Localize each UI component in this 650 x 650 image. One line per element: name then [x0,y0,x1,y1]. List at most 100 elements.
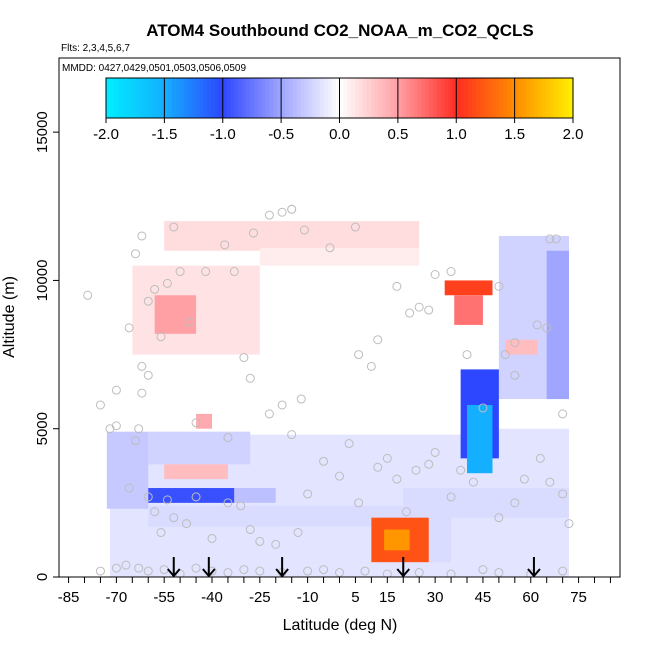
x-tick-label: -10 [297,589,319,606]
sample-point [271,539,281,549]
sample-point [111,563,121,573]
heatmap-cell [106,431,149,509]
colorbar-swatch [273,78,278,118]
sample-point [169,222,179,232]
sample-point [535,453,545,463]
colorbar-swatch [569,78,574,118]
colorbar-swatch [320,78,325,118]
colorbar-swatch [168,78,173,118]
sample-point [162,278,172,288]
sample-point [494,281,504,291]
colorbar-tick-label: -0.5 [268,126,294,143]
arrow-head [527,568,541,578]
arrow-head [202,568,216,578]
colorbar-tick-label: -1.5 [151,126,177,143]
sample-point [468,477,478,487]
sample-point [519,474,529,484]
colorbar-swatch [242,78,247,118]
colorbar-swatch [129,78,134,118]
heatmap-cell [444,280,493,296]
sample-point [373,335,383,345]
colorbar-swatch [362,78,368,118]
sample-point [446,492,456,502]
colorbar-swatch [436,78,442,118]
colorbar-swatch [183,78,189,118]
sample-point [255,566,265,576]
heatmap-cell [164,221,420,251]
sample-point [223,433,233,443]
sample-point [245,525,255,535]
colorbar-swatch [296,78,302,118]
colorbar-swatch [214,78,220,118]
sample-point [303,566,313,576]
sample-point [510,498,520,508]
colorbar-swatch [565,78,570,118]
sample-point [335,471,344,481]
colorbar-swatch [456,78,461,118]
sample-point [500,350,510,360]
colorbar-swatch [534,78,539,118]
y-axis-label: Altitude (m) [1,276,18,358]
sample-point [95,566,105,576]
heatmap-cell [148,431,251,465]
colorbar-swatch [522,78,527,118]
colorbar-swatch [281,78,286,118]
sample-point [264,409,274,419]
heatmap-cell [148,488,235,503]
colorbar-swatch [374,78,380,118]
colorbar-swatch [518,78,524,118]
colorbar-swatch [510,78,516,118]
heatmap-cell [259,247,420,266]
colorbar-swatch [390,78,395,118]
colorbar-tick-label: 0.0 [329,126,350,143]
colorbar-swatch [261,78,267,118]
sample-point [175,267,185,277]
sample-point [478,565,488,575]
colorbar-swatch [382,78,387,118]
colorbar-swatch [487,78,492,118]
colorbar-swatch [277,78,282,118]
colorbar-swatch [133,78,138,118]
colorbar-swatch [137,78,142,118]
colorbar-swatch [405,78,411,118]
heatmap-cell [384,529,410,551]
colorbar-swatch [164,78,169,118]
sample-point [143,566,153,576]
colorbar-swatch [203,78,208,118]
flights-subtitle: Flts: 2,3,4,5,6,7 [61,43,130,54]
sample-point [414,302,424,312]
sample-point [277,207,287,217]
sample-point [456,465,466,475]
sample-point [344,439,354,449]
colorbar-swatch [429,78,434,118]
colorbar-swatch [211,78,216,118]
sample-point [223,498,233,508]
colorbar-tick-label: 2.0 [563,126,584,143]
sample-point [354,498,364,508]
sample-point [191,563,201,573]
sample-point [239,565,249,575]
sample-point [360,566,370,576]
colorbar-swatch [425,78,430,118]
colorbar-swatch [499,78,504,118]
sample-point [405,308,415,318]
x-tick-label: -55 [153,589,175,606]
sample-point [83,290,93,300]
sample-point [296,394,306,404]
sample-point [185,317,195,327]
sample-point [134,563,144,573]
colorbar-swatch [409,78,415,118]
x-tick-label: -25 [249,589,271,606]
colorbar-tick-label: 1.0 [446,126,467,143]
colorbar-swatch [160,78,165,118]
colorbar-swatch [292,78,298,118]
sample-point [124,323,134,333]
sample-point [162,495,172,505]
y-tick-label: 15000 [34,111,51,153]
sample-point [131,436,140,446]
sample-point [430,269,440,279]
colorbar-ticks: -2.0 -1.5 -1.0 -0.5 0.0 0.5 1.0 1.5 2.0 [93,78,583,143]
colorbar-swatch [541,78,547,118]
x-tick-label: -85 [58,589,80,606]
colorbar-tick-label: 1.5 [504,126,525,143]
